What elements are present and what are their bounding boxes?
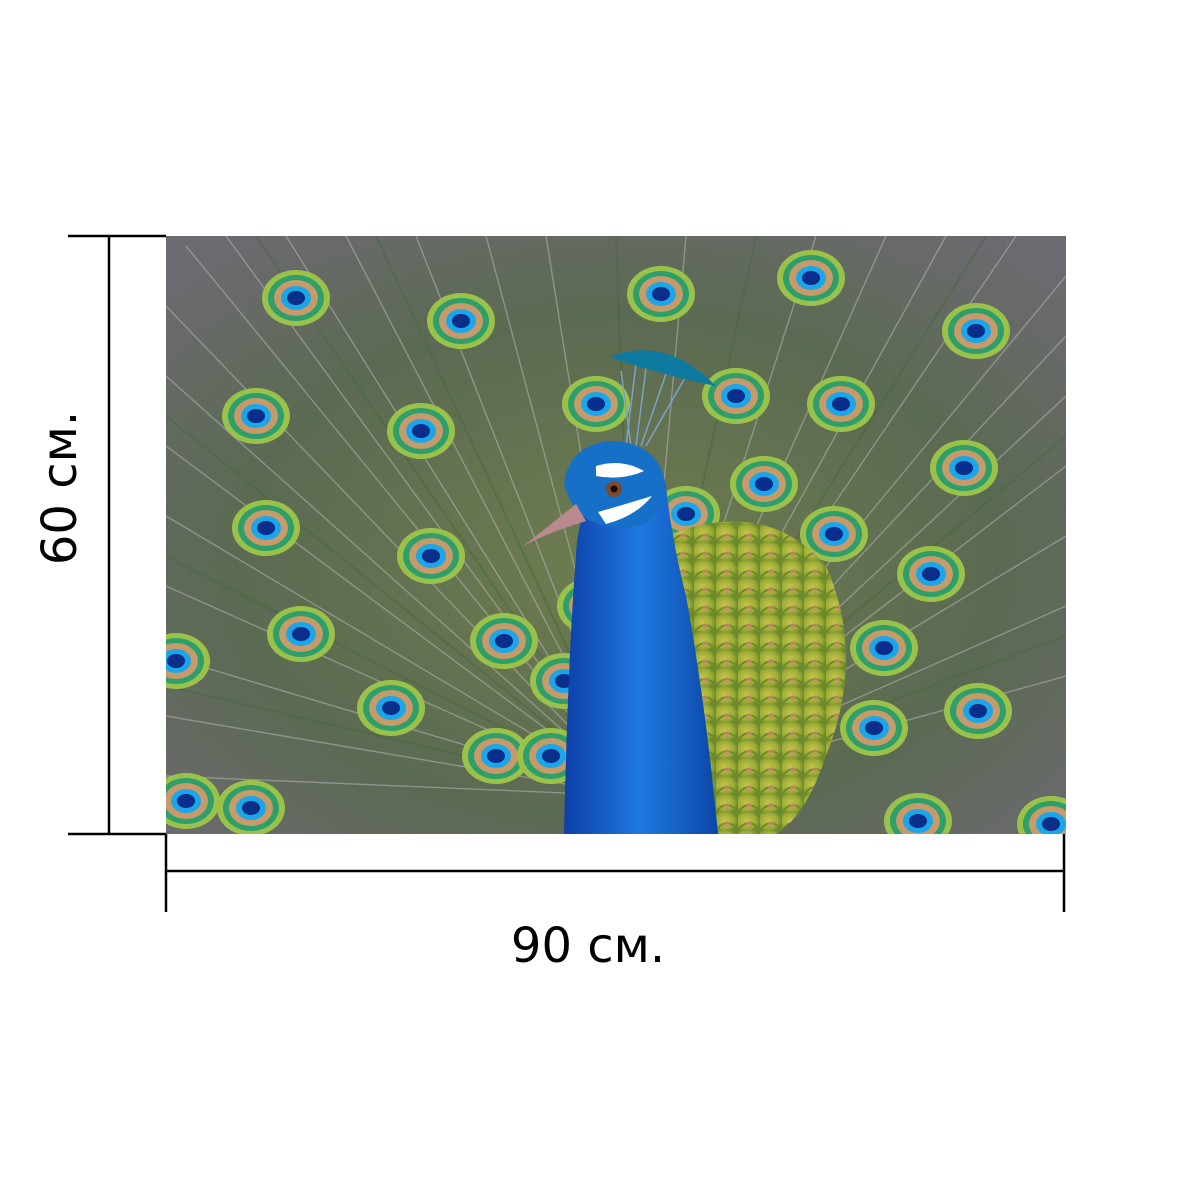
width-label: 90 см. — [510, 918, 666, 974]
crest — [620, 363, 687, 447]
peacock-photo — [166, 236, 1066, 834]
height-label: 60 см. — [32, 410, 88, 566]
